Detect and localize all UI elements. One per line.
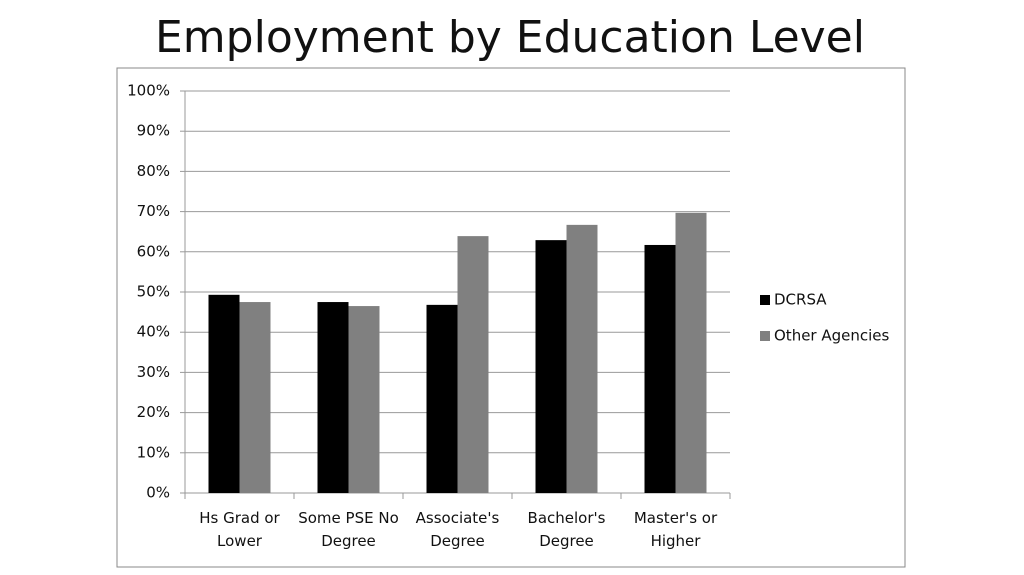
bar	[426, 304, 458, 493]
bar	[317, 302, 349, 493]
y-tick-label: 50%	[137, 283, 170, 301]
legend-label: DCRSA	[774, 291, 827, 309]
y-tick-label: 100%	[127, 82, 170, 100]
chart-title: Employment by Education Level	[155, 12, 865, 63]
y-tick-label: 0%	[146, 484, 170, 502]
bar	[239, 302, 271, 493]
bar	[535, 240, 567, 493]
y-tick-label: 70%	[137, 202, 170, 220]
y-tick-label: 20%	[137, 403, 170, 421]
x-tick-label: Master's or Higher	[633, 509, 718, 550]
x-tick-label: Some PSE No Degree	[298, 509, 399, 550]
bar	[457, 236, 489, 493]
bar	[348, 306, 380, 493]
legend-swatch	[760, 331, 770, 341]
y-tick-label: 80%	[137, 162, 170, 180]
bar	[644, 244, 676, 493]
legend-swatch	[760, 295, 770, 305]
x-tick-label: Hs Grad or Lower	[199, 509, 280, 550]
bar	[675, 212, 707, 493]
bar	[566, 224, 598, 493]
x-tick-label: Bachelor's Degree	[527, 509, 606, 550]
bar	[208, 294, 240, 493]
y-tick-label: 30%	[137, 363, 170, 381]
legend-label: Other Agencies	[774, 327, 890, 345]
y-tick-label: 10%	[137, 443, 170, 461]
y-tick-label: 60%	[137, 242, 170, 260]
y-tick-label: 40%	[137, 323, 170, 341]
x-tick-label: Associate's Degree	[415, 509, 500, 550]
y-tick-label: 90%	[137, 122, 170, 140]
